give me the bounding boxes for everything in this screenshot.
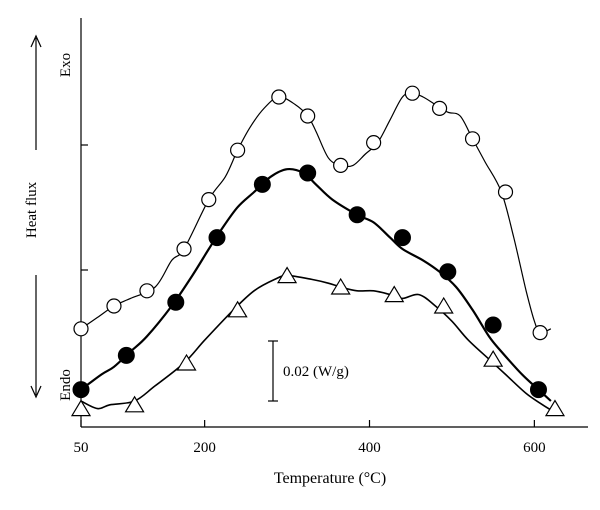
exo-label: Exo	[58, 53, 74, 77]
data-point-open-circle	[106, 298, 122, 314]
data-point-open-triangle	[176, 353, 197, 371]
data-point-open-circle	[532, 325, 548, 341]
data-point-open-triangle	[70, 399, 92, 417]
data-point-open-triangle	[483, 350, 504, 367]
data-point-open-circle	[139, 283, 155, 299]
data-point-filled-circle	[484, 316, 502, 334]
data-point-open-circle	[201, 192, 217, 208]
x-tick-label: 400	[358, 440, 381, 456]
x-axis-label: Temperature (°C)	[274, 470, 386, 487]
data-point-filled-circle	[348, 206, 366, 224]
data-point-open-triangle	[227, 300, 248, 318]
scale-bar-label: 0.02 (W/g)	[283, 364, 349, 380]
endo-label: Endo	[58, 369, 74, 401]
data-point-open-triangle	[384, 285, 405, 303]
endo-arrow-head	[30, 385, 42, 399]
data-point-open-circle	[300, 108, 316, 124]
data-point-filled-circle	[299, 164, 317, 182]
data-point-open-circle	[431, 100, 448, 117]
data-point-open-triangle	[433, 296, 454, 314]
data-point-open-triangle	[277, 266, 298, 284]
x-tick-label: 600	[523, 440, 546, 456]
x-tick-label: 50	[74, 440, 89, 456]
series-line-filled-circle	[80, 167, 552, 402]
data-point-open-circle	[464, 131, 481, 147]
data-point-open-circle	[73, 321, 89, 337]
data-point-open-circle	[333, 157, 349, 173]
data-point-filled-circle	[208, 229, 226, 247]
data-point-open-triangle	[124, 395, 145, 413]
data-point-filled-circle	[167, 293, 185, 311]
data-point-open-triangle	[544, 399, 566, 417]
x-tick-label: 200	[193, 440, 216, 456]
y-axis-label: Heat flux	[24, 181, 40, 238]
data-point-filled-circle	[393, 229, 411, 247]
data-point-filled-circle	[529, 381, 547, 399]
data-point-open-circle	[404, 85, 420, 101]
exo-arrow-head	[30, 34, 42, 48]
data-point-filled-circle	[439, 263, 457, 281]
data-point-filled-circle	[253, 175, 271, 193]
data-point-open-circle	[230, 142, 246, 158]
data-point-open-triangle	[330, 277, 351, 295]
data-point-filled-circle	[117, 346, 135, 364]
data-point-open-circle	[271, 89, 287, 105]
data-point-filled-circle	[72, 381, 90, 399]
data-point-open-circle	[497, 184, 514, 200]
data-point-open-circle	[366, 135, 382, 151]
data-point-open-circle	[176, 241, 192, 257]
